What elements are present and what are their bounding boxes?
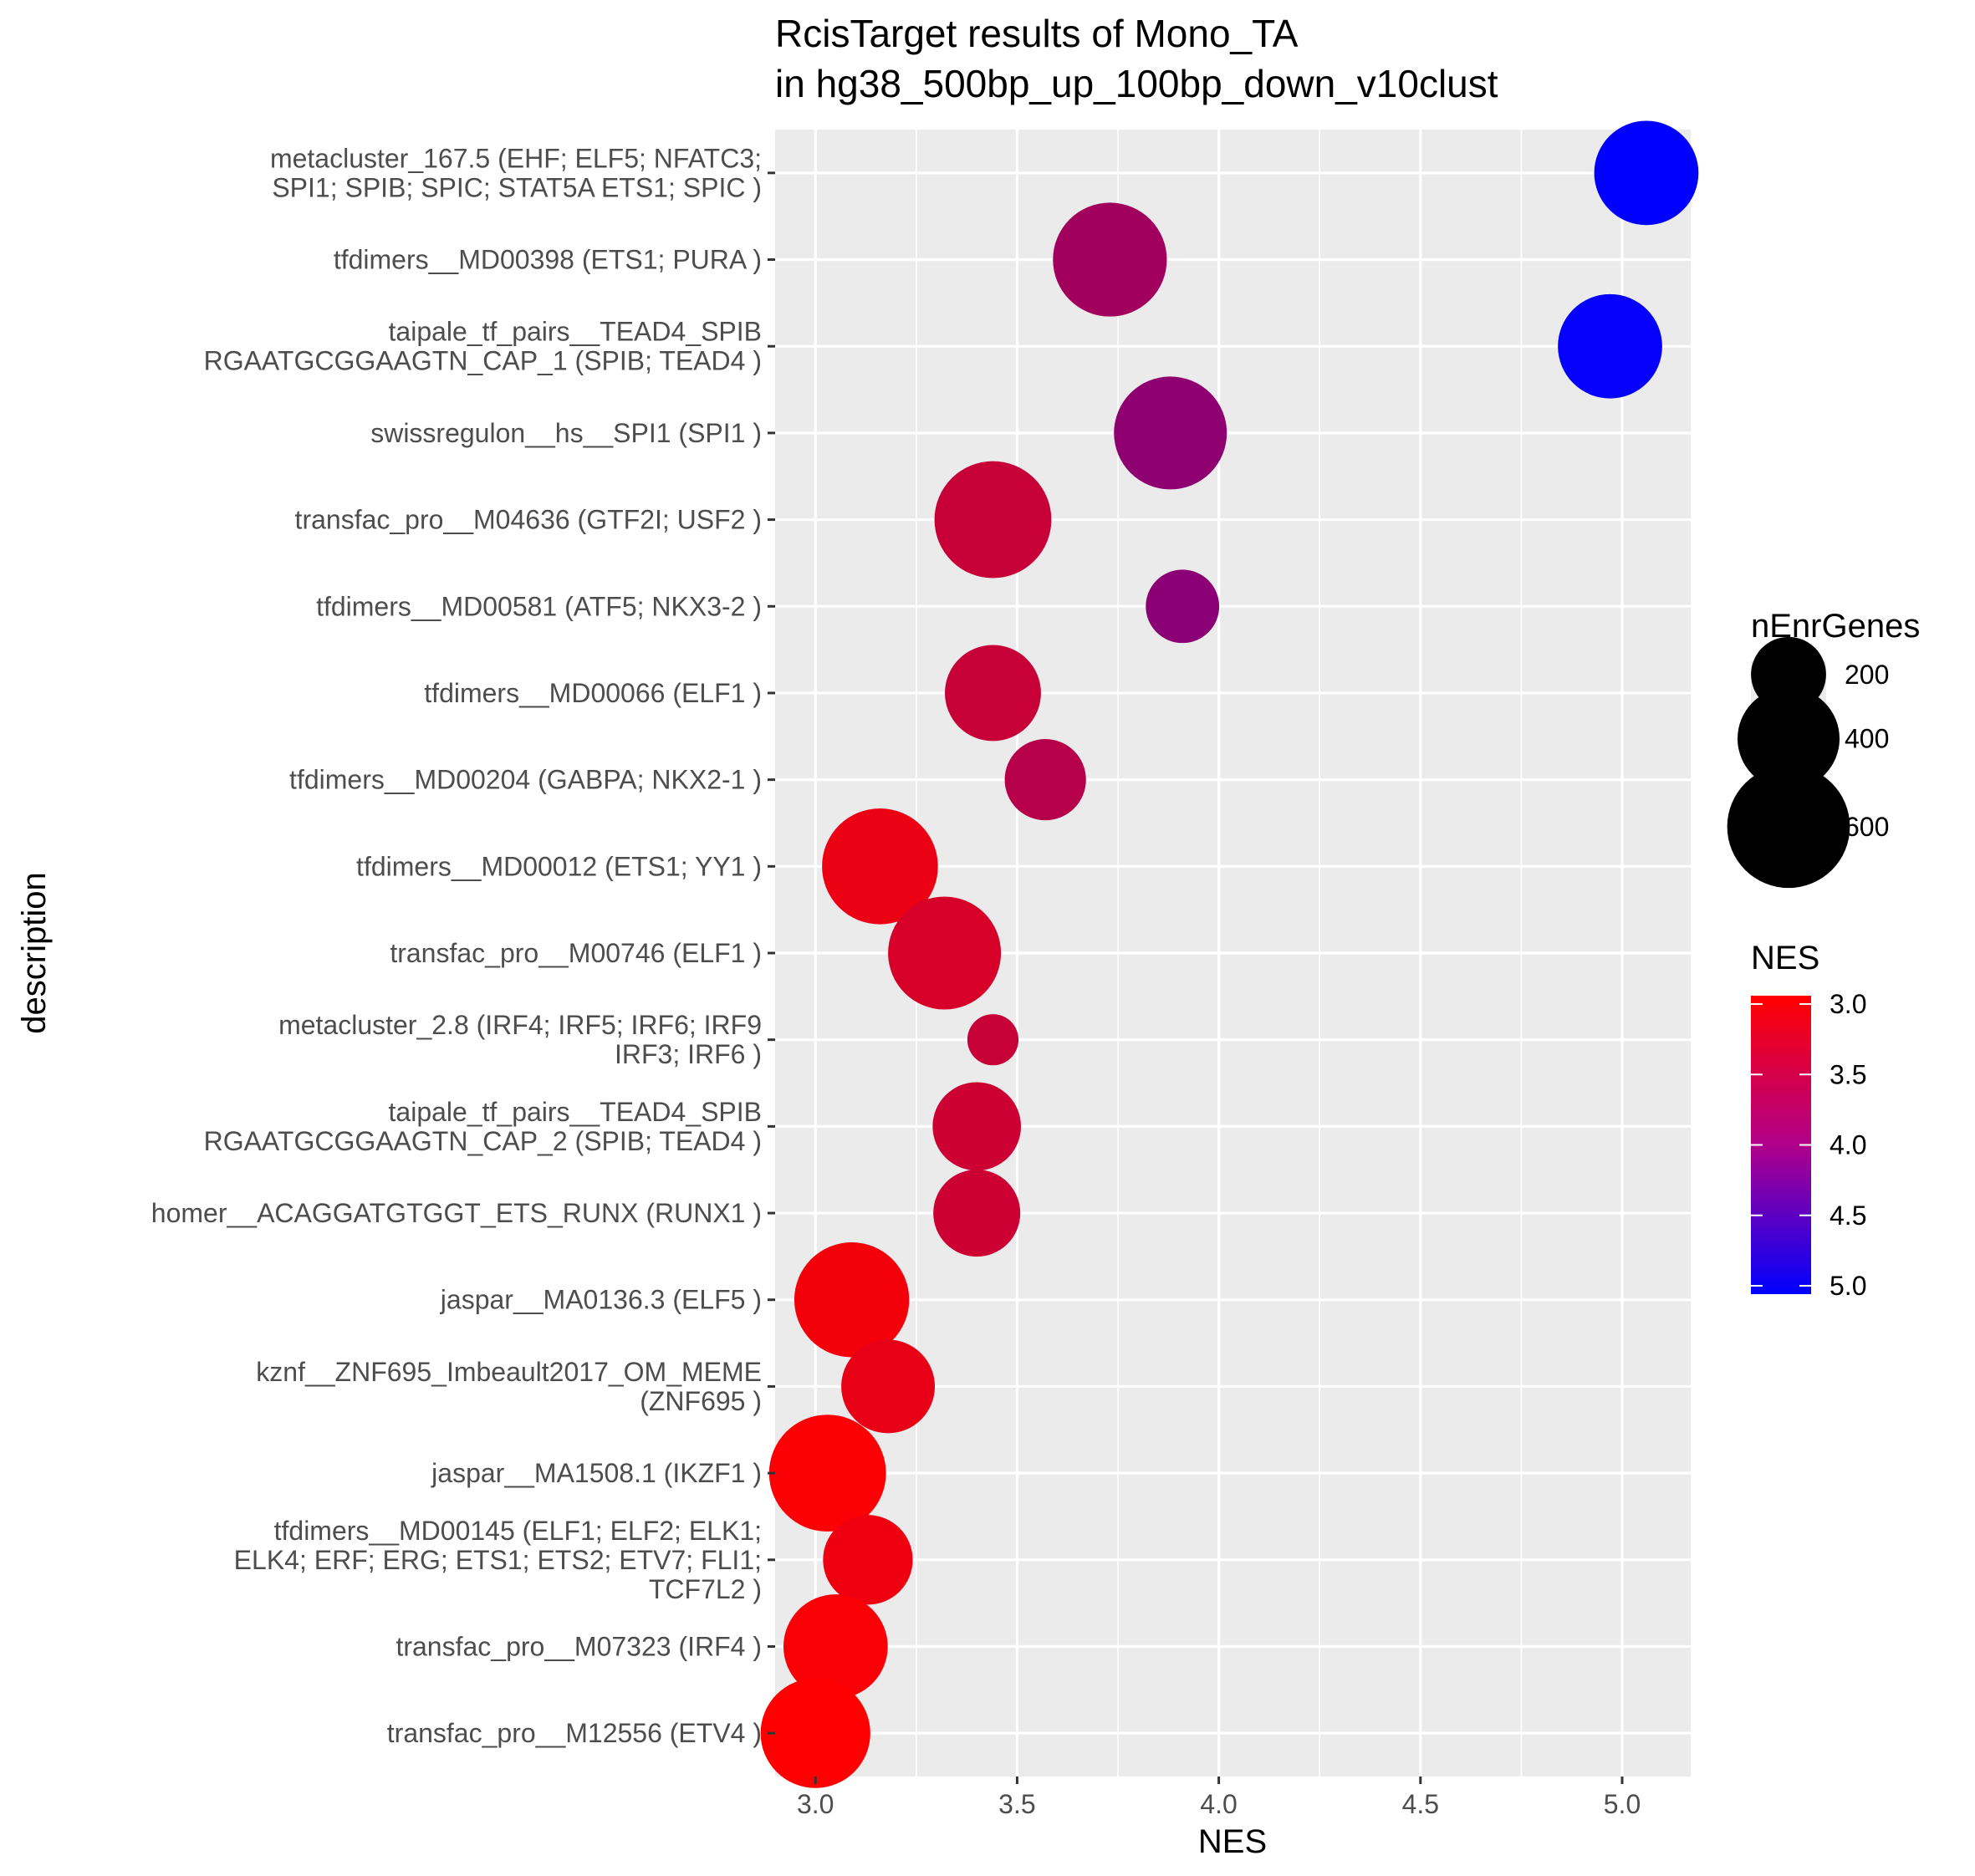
y-tick-label: tfdimers__MD00398 (ETS1; PURA ) bbox=[334, 245, 762, 275]
y-tick-label: transfac_pro__M04636 (GTF2I; USF2 ) bbox=[295, 505, 762, 535]
color-legend-label: 4.5 bbox=[1830, 1201, 1866, 1231]
y-tick-label: TCF7L2 ) bbox=[649, 1574, 762, 1604]
data-point bbox=[933, 1170, 1021, 1257]
color-legend-title: NES bbox=[1751, 940, 1819, 976]
data-point bbox=[932, 1082, 1022, 1171]
y-tick-label: kznf__ZNF695_Imbeault2017_OM_MEME bbox=[256, 1357, 762, 1387]
x-tick-label: 3.5 bbox=[998, 1789, 1035, 1819]
y-tick-label: transfac_pro__M00746 (ELF1 ) bbox=[390, 938, 762, 968]
y-tick-label: IRF3; IRF6 ) bbox=[615, 1039, 762, 1069]
data-point bbox=[794, 1242, 910, 1358]
data-point bbox=[823, 1515, 913, 1605]
y-tick-label: metacluster_2.8 (IRF4; IRF5; IRF6; IRF9 bbox=[278, 1010, 762, 1040]
data-points bbox=[760, 120, 1699, 1788]
y-tick-label: taipale_tf_pairs__TEAD4_SPIB bbox=[389, 317, 762, 347]
size-legend-key bbox=[1738, 687, 1840, 790]
y-tick-label: RGAATGCGGAAGTN_CAP_1 (SPIB; TEAD4 ) bbox=[204, 346, 762, 376]
data-point bbox=[888, 896, 1002, 1010]
y-tick-label: metacluster_167.5 (EHF; ELF5; NFATC3; bbox=[270, 143, 762, 173]
grid-lines bbox=[775, 130, 1691, 1777]
x-tick-label: 4.5 bbox=[1402, 1789, 1439, 1819]
y-tick-label: transfac_pro__M12556 (ETV4 ) bbox=[387, 1718, 762, 1748]
x-axis-title: NES bbox=[1198, 1823, 1267, 1860]
y-tick-label: RGAATGCGGAAGTN_CAP_2 (SPIB; TEAD4 ) bbox=[204, 1126, 762, 1156]
data-point bbox=[841, 1339, 936, 1434]
y-axis-title: description bbox=[16, 872, 53, 1033]
size-legend-label: 600 bbox=[1845, 812, 1889, 842]
y-axis-tick-labels: metacluster_167.5 (EHF; ELF5; NFATC3;SPI… bbox=[151, 143, 775, 1748]
data-point bbox=[1594, 120, 1699, 226]
data-point bbox=[783, 1594, 888, 1699]
data-point bbox=[1114, 376, 1227, 490]
data-point bbox=[945, 645, 1041, 742]
color-legend-label: 5.0 bbox=[1830, 1271, 1866, 1301]
y-tick-label: tfdimers__MD00066 (ELF1 ) bbox=[424, 678, 762, 708]
size-legend-label: 200 bbox=[1845, 660, 1889, 690]
data-point bbox=[934, 461, 1052, 579]
y-tick-label: transfac_pro__M07323 (IRF4 ) bbox=[396, 1631, 762, 1661]
y-tick-label: tfdimers__MD00145 (ELF1; ELF2; ELK1; bbox=[274, 1516, 762, 1546]
data-point bbox=[967, 1014, 1019, 1066]
y-tick-label: taipale_tf_pairs__TEAD4_SPIB bbox=[389, 1097, 762, 1127]
data-point bbox=[760, 1678, 870, 1788]
data-point bbox=[1004, 739, 1086, 821]
y-tick-label: tfdimers__MD00012 (ETS1; YY1 ) bbox=[356, 851, 762, 881]
y-tick-label: (ZNF695 ) bbox=[640, 1386, 762, 1416]
y-tick-label: ELK4; ERF; ERG; ETS1; ETS2; ETV7; FLI1; bbox=[234, 1545, 762, 1575]
y-tick-label: SPI1; SPIB; SPIC; STAT5A ETS1; SPIC ) bbox=[272, 172, 762, 202]
chart-title-line-1: RcisTarget results of Mono_TA bbox=[775, 12, 1299, 55]
data-point bbox=[822, 808, 938, 925]
color-legend-label: 4.0 bbox=[1830, 1130, 1866, 1160]
data-point bbox=[1053, 202, 1167, 317]
y-tick-label: swissregulon__hs__SPI1 (SPI1 ) bbox=[370, 418, 762, 448]
x-tick-label: 4.0 bbox=[1200, 1789, 1237, 1819]
size-legend-label: 400 bbox=[1845, 724, 1889, 754]
color-legend-label: 3.5 bbox=[1830, 1059, 1866, 1089]
y-tick-label: tfdimers__MD00204 (GABPA; NKX2-1 ) bbox=[289, 765, 762, 795]
x-tick-label: 5.0 bbox=[1604, 1789, 1641, 1819]
data-point bbox=[1146, 569, 1220, 644]
y-tick-label: tfdimers__MD00581 (ATF5; NKX3-2 ) bbox=[316, 591, 762, 621]
data-point bbox=[1558, 293, 1662, 399]
chart-title-line-2: in hg38_500bp_up_100bp_down_v10clust bbox=[775, 62, 1498, 105]
size-legend-key bbox=[1727, 765, 1850, 889]
x-axis-tick-labels: 3.0 3.5 4.0 4.5 5.0 bbox=[797, 1777, 1641, 1819]
data-point bbox=[768, 1415, 886, 1532]
y-tick-label: jaspar__MA1508.1 (IKZF1 ) bbox=[431, 1458, 762, 1488]
color-legend: NES 3.0 3.5 4.0 4.5 5.0 bbox=[1751, 940, 1866, 1301]
y-tick-label: jaspar__MA0136.3 (ELF5 ) bbox=[440, 1285, 762, 1315]
x-tick-label: 3.0 bbox=[797, 1789, 834, 1819]
y-tick-label: homer__ACAGGATGTGGT_ETS_RUNX (RUNX1 ) bbox=[151, 1198, 762, 1228]
color-legend-label: 3.0 bbox=[1830, 989, 1866, 1019]
